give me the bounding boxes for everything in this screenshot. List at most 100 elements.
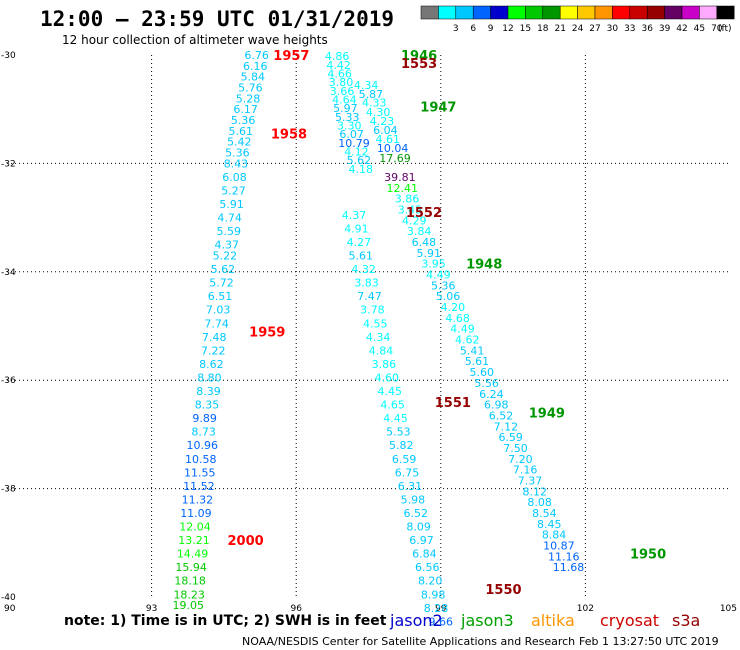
satellite-legend-jason2: jason2 — [389, 611, 443, 630]
wave-height-value: 3.83 — [354, 277, 379, 290]
wave-height-value: 6.52 — [489, 409, 514, 422]
pass-time-label: 1948 — [466, 258, 502, 273]
colorbar-label: 30 — [607, 24, 619, 34]
wave-height-value: 8.98 — [421, 588, 446, 601]
wave-height-value: 4.45 — [377, 385, 402, 398]
wave-height-value: 7.22 — [201, 344, 226, 357]
wave-height-value: 11.32 — [182, 493, 214, 506]
wave-height-value: 5.60 — [470, 366, 495, 379]
wave-height-value: 4.60 — [375, 371, 400, 384]
wave-height-value: 5.06 — [436, 290, 461, 303]
wave-height-value: 8.20 — [418, 575, 443, 588]
satellite-legend-jason3: jason3 — [460, 611, 514, 630]
colorbar-swatch — [472, 5, 491, 20]
wave-height-value: 3.45 — [398, 203, 423, 216]
wave-height-value: 8.08 — [527, 496, 552, 509]
colorbar-label: 12 — [502, 24, 513, 34]
wave-height-value: 3.95 — [421, 258, 446, 271]
wave-height-value: 8.54 — [532, 507, 557, 520]
chart-subtitle: 12 hour collection of altimeter wave hei… — [62, 33, 328, 47]
x-tick-label: 96 — [290, 604, 302, 614]
wave-height-value: 6.17 — [233, 103, 258, 116]
wave-height-value: 6.52 — [403, 507, 428, 520]
wave-height-value: 3.80 — [329, 76, 354, 89]
wave-height-value: 6.31 — [398, 480, 423, 493]
wave-height-value: 5.36 — [431, 279, 456, 292]
satellite-legend-altika: altika — [531, 611, 575, 630]
colorbar-label: 18 — [537, 24, 549, 34]
wave-height-value: 5.59 — [216, 225, 241, 238]
wave-height-value: 6.56 — [415, 561, 440, 574]
wave-height-value: 14.49 — [177, 548, 209, 561]
wave-height-value: 5.22 — [213, 250, 238, 263]
wave-height-value: 4.84 — [369, 344, 394, 357]
wave-height-value: 7.74 — [204, 317, 229, 330]
wave-height-value: 3.86 — [395, 193, 420, 206]
colorbar-swatch — [525, 5, 544, 20]
wave-height-value: 3.66 — [330, 85, 355, 98]
wave-height-value: 4.37 — [215, 239, 240, 252]
wave-height-value: 5.76 — [238, 82, 263, 95]
wave-height-value: 6.24 — [479, 388, 504, 401]
footer-note: note: 1) Time is in UTC; 2) SWH is in fe… — [64, 613, 387, 629]
wave-height-colorbar: 3 6 9 12 15 18 21 24 27 30 33 36 39 42 45 70(ft) — [420, 5, 735, 34]
wave-height-value: 4.32 — [351, 263, 376, 276]
colorbar-swatch — [542, 5, 561, 20]
wave-height-value: 6.75 — [395, 466, 420, 479]
wave-height-value: 4.42 — [326, 59, 351, 72]
wave-height-value: 8.73 — [191, 426, 216, 439]
wave-height-value: 19.05 — [172, 599, 204, 612]
colorbar-swatch — [594, 5, 613, 20]
wave-height-value: 9.66 — [429, 615, 454, 628]
y-tick-label: -36 — [1, 376, 16, 386]
wave-height-value: 3.86 — [372, 358, 397, 371]
wave-height-value: 8.39 — [196, 385, 221, 398]
wave-height-value: 6.51 — [208, 290, 233, 303]
y-tick-label: -32 — [1, 159, 16, 169]
wave-height-value: 6.07 — [339, 128, 364, 141]
wave-height-value: 6.59 — [392, 453, 417, 466]
wave-height-value: 4.55 — [363, 317, 388, 330]
x-tick-label: 105 — [720, 604, 737, 614]
wave-height-value: 5.53 — [386, 426, 411, 439]
pass-time-label: 1552 — [406, 206, 442, 221]
wave-height-value: 6.76 — [244, 49, 269, 62]
colorbar-swatch — [455, 5, 474, 20]
wave-height-value: 7.50 — [503, 442, 528, 455]
colorbar-swatch — [646, 5, 665, 20]
x-tick-label: 90 — [4, 604, 16, 614]
colorbar-swatch — [716, 5, 735, 20]
wave-height-value: 4.18 — [349, 163, 374, 176]
wave-height-value: 7.37 — [518, 474, 543, 487]
colorbar-swatch — [490, 5, 509, 20]
wave-height-value: 5.87 — [359, 88, 384, 101]
colorbar-label: 6 — [470, 24, 476, 34]
colorbar-label: 42 — [676, 24, 687, 34]
wave-height-value: 10.79 — [338, 137, 370, 150]
wave-height-value: 4.91 — [344, 222, 369, 235]
colorbar-unit: (ft) — [718, 24, 732, 34]
wave-height-value: 4.34 — [366, 331, 391, 344]
wave-height-value: 5.84 — [241, 71, 266, 84]
x-tick-label: 93 — [146, 604, 157, 614]
colorbar-label: 45 — [694, 24, 705, 34]
wave-height-value: 4.45 — [383, 412, 408, 425]
wave-height-value: 5.72 — [209, 277, 234, 290]
wave-height-value: 11.16 — [548, 550, 580, 563]
wave-height-value: 4.74 — [217, 212, 242, 225]
wave-height-value: 8.09 — [406, 521, 431, 534]
wave-height-value: 8.84 — [542, 529, 567, 542]
pass-time-label: 1553 — [401, 57, 437, 72]
wave-height-value: 4.37 — [342, 209, 367, 222]
wave-height-value: 6.59 — [498, 431, 523, 444]
y-tick-label: -40 — [1, 593, 16, 603]
credit-text: NOAA/NESDIS Center for Satellite Applica… — [242, 635, 575, 648]
wave-height-value: 6.08 — [222, 171, 247, 184]
satellite-legend-s3a: s3a — [672, 611, 700, 630]
wave-height-value: 10.04 — [377, 142, 409, 155]
colorbar-swatch — [420, 5, 439, 20]
satellite-legend-cryosat: cryosat — [600, 611, 659, 630]
wave-height-value: 4.86 — [325, 50, 350, 63]
colorbar-label: 24 — [572, 24, 584, 34]
